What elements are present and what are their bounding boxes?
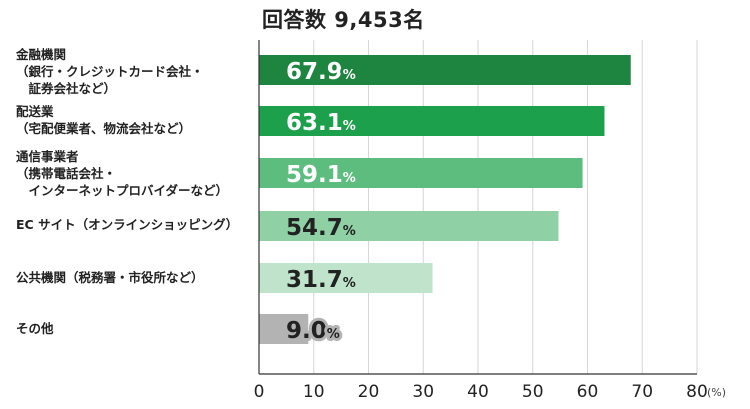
x-tick-label: 70: [631, 382, 653, 402]
percent-sign: %: [343, 119, 356, 134]
chart-title: 回答数 9,453名: [262, 8, 425, 32]
bar-value-label: 9.0%: [286, 318, 340, 344]
x-axis-unit: (%): [707, 386, 726, 399]
category-label: 通信事業者 （携帯電話会社・ インターネットプロバイダーなど）: [16, 149, 229, 198]
x-tick-label: 50: [522, 382, 544, 402]
bar-value-label: 63.1%: [286, 110, 356, 136]
percent-sign: %: [343, 171, 356, 186]
percent-sign: %: [343, 68, 356, 83]
bar: [259, 55, 631, 85]
percent-sign: %: [327, 327, 340, 342]
x-tick-label: 0: [254, 382, 265, 402]
bar: [259, 314, 309, 344]
x-tick-label: 30: [412, 382, 434, 402]
bar-value-label: 54.7%: [286, 215, 356, 241]
category-label: 公共機関（税務署・市役所など）: [16, 270, 204, 285]
percent-sign: %: [343, 224, 356, 239]
percent-sign: %: [343, 276, 356, 291]
x-tick-label: 10: [303, 382, 325, 402]
category-label: その他: [16, 321, 54, 336]
bar: [259, 106, 605, 136]
x-tick-label: 20: [358, 382, 380, 402]
category-label: 配送業 （宅配便業者、物流会社など）: [16, 104, 192, 136]
bar-value-label: 67.9%: [286, 59, 356, 85]
bar: [259, 158, 583, 188]
bar: [259, 211, 559, 241]
x-tick-label: 80: [686, 382, 708, 402]
category-label: 金融機関 （銀行・クレジットカード会社・ 証券会社など）: [16, 47, 204, 96]
x-tick-label: 40: [467, 382, 489, 402]
category-label: EC サイト（オンラインショッピング）: [16, 217, 239, 232]
x-tick-label: 60: [577, 382, 599, 402]
bar: [259, 263, 433, 293]
